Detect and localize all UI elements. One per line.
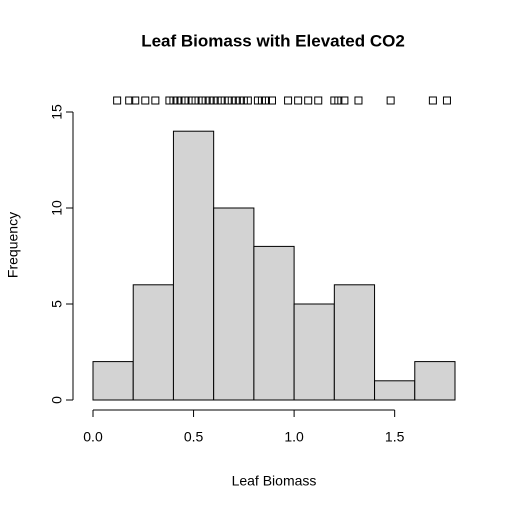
bar: [92, 361, 134, 401]
y-tick-label: 0: [49, 396, 65, 404]
x-axis-label: Leaf Biomass: [232, 473, 317, 489]
rug-point: [442, 96, 451, 105]
rug-point: [243, 96, 252, 105]
rug-point: [201, 96, 210, 105]
rug-point: [235, 96, 244, 105]
rug-point: [261, 96, 270, 105]
bar: [172, 130, 215, 401]
rug-point: [113, 96, 122, 105]
rug-point: [284, 96, 293, 105]
rug-point: [267, 96, 276, 105]
rug-point: [231, 96, 240, 105]
rug-point: [253, 96, 262, 105]
y-axis-label: Frequency: [5, 212, 21, 278]
rug-point: [223, 96, 232, 105]
rug-point: [177, 96, 186, 105]
rug-point: [169, 96, 178, 105]
rug-point: [386, 96, 395, 105]
rug-point: [334, 96, 343, 105]
rug-point: [217, 96, 226, 105]
y-tick-label: 15: [49, 104, 65, 120]
rug-point: [141, 96, 150, 105]
rug-point: [187, 96, 196, 105]
rug-point: [213, 96, 222, 105]
bar: [132, 284, 174, 401]
chart-title: Leaf Biomass with Elevated CO2: [141, 31, 405, 50]
rug-point: [354, 96, 363, 105]
rug-point: [227, 96, 236, 105]
rug-point: [131, 96, 140, 105]
rug-point: [304, 96, 313, 105]
x-tick-label: 1.5: [385, 429, 405, 445]
rug-point: [181, 96, 190, 105]
bar: [374, 380, 416, 401]
bar: [333, 284, 376, 401]
rug-point: [191, 96, 200, 105]
rug-point: [314, 96, 323, 105]
x-tick-label: 0.0: [83, 429, 103, 445]
rug-point: [428, 96, 437, 105]
rug-point: [125, 96, 134, 105]
rug-point: [294, 96, 303, 105]
bar: [414, 361, 456, 401]
rug-point: [239, 96, 248, 105]
rug-point: [330, 96, 339, 105]
x-tick-label: 1.0: [284, 429, 304, 445]
bar: [213, 207, 255, 401]
rug-point: [197, 96, 206, 105]
y-tick-label: 5: [49, 300, 65, 308]
rug-point: [340, 96, 349, 105]
bar: [293, 303, 335, 401]
rug-point: [151, 96, 160, 105]
bar: [253, 245, 295, 401]
rug-point: [205, 96, 214, 105]
x-tick-label: 0.5: [184, 429, 204, 445]
rug-point: [209, 96, 218, 105]
rug-point: [257, 96, 266, 105]
rug-point: [173, 96, 182, 105]
y-tick-label: 10: [49, 200, 65, 216]
rug-point: [165, 96, 174, 105]
